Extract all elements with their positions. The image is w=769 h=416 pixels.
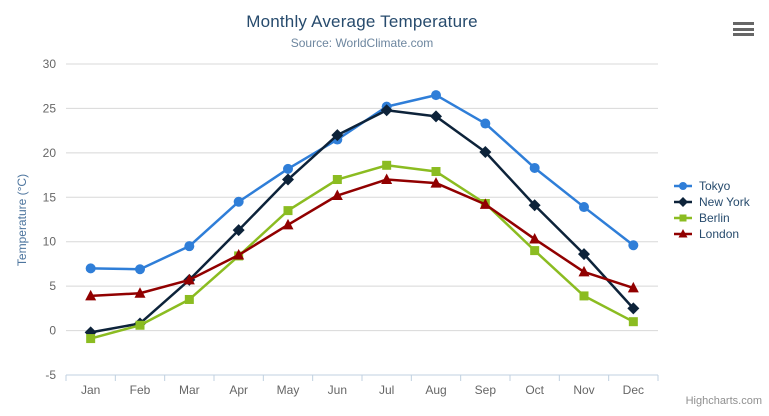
legend-item-new-york[interactable]: New York <box>674 194 750 210</box>
square-legend-marker-icon <box>674 214 692 222</box>
data-point-london-jul[interactable] <box>381 173 393 185</box>
data-point-new-york-jun[interactable] <box>331 129 344 142</box>
data-point-berlin-mar[interactable] <box>184 294 194 304</box>
data-point-berlin-may[interactable] <box>283 206 293 216</box>
x-tick-label-jul: Jul <box>379 383 394 397</box>
legend-label-tokyo: Tokyo <box>699 179 731 193</box>
y-tick-label: 5 <box>49 279 56 293</box>
data-point-london-dec[interactable] <box>627 281 639 293</box>
series-line-new-york <box>89 108 635 334</box>
circle-legend-marker-icon <box>674 182 692 190</box>
export-menu-button[interactable] <box>732 20 756 38</box>
data-point-london-feb[interactable] <box>134 287 146 298</box>
legend-marker <box>678 197 688 207</box>
legend-marker <box>679 214 687 222</box>
data-point-london-jun[interactable] <box>331 189 343 201</box>
data-point-tokyo-jan[interactable] <box>85 263 96 274</box>
data-point-tokyo-mar[interactable] <box>184 241 195 252</box>
legend-label-berlin: Berlin <box>699 211 730 225</box>
data-point-berlin-nov[interactable] <box>579 291 589 301</box>
data-point-london-may[interactable] <box>282 218 294 230</box>
data-point-london-nov[interactable] <box>578 265 590 277</box>
data-point-berlin-aug[interactable] <box>431 167 441 177</box>
data-point-london-jan[interactable] <box>85 289 97 301</box>
data-point-new-york-nov[interactable] <box>578 248 590 261</box>
legend: Tokyo New York Berlin London <box>674 178 750 242</box>
data-point-berlin-dec[interactable] <box>628 317 638 327</box>
x-tick-label-feb: Feb <box>130 383 151 397</box>
y-tick-label: 10 <box>43 235 57 249</box>
triangle-legend-marker-icon <box>674 229 692 238</box>
data-point-new-york-jul[interactable] <box>380 104 393 117</box>
data-point-tokyo-feb[interactable] <box>135 264 145 275</box>
x-tick-label-may: May <box>277 383 300 397</box>
y-axis-title: Temperature (°C) <box>15 173 29 267</box>
y-tick-label: -5 <box>45 368 56 382</box>
chart-title: Monthly Average Temperature <box>246 12 478 31</box>
x-tick-label-jan: Jan <box>81 383 100 397</box>
data-point-tokyo-nov[interactable] <box>579 202 589 213</box>
series-line-london <box>89 178 635 298</box>
data-point-london-oct[interactable] <box>529 233 541 244</box>
legend-item-berlin[interactable]: Berlin <box>674 210 750 226</box>
x-tick-label-aug: Aug <box>425 383 446 397</box>
data-point-berlin-feb[interactable] <box>135 320 145 330</box>
data-point-tokyo-dec[interactable] <box>628 240 639 251</box>
data-point-tokyo-sep[interactable] <box>480 118 491 129</box>
x-tick-label-mar: Mar <box>179 383 200 397</box>
diamond-legend-marker-icon <box>674 197 692 207</box>
y-tick-label: 20 <box>43 146 57 160</box>
data-point-london-mar[interactable] <box>183 273 195 285</box>
chart-subtitle: Source: WorldClimate.com <box>290 36 434 50</box>
data-point-berlin-jul[interactable] <box>382 160 392 170</box>
data-point-tokyo-aug[interactable] <box>431 90 441 101</box>
y-tick-label: 0 <box>49 324 56 338</box>
data-point-berlin-jan[interactable] <box>86 334 96 344</box>
series-line-berlin <box>89 164 635 340</box>
data-point-new-york-sep[interactable] <box>479 145 492 158</box>
legend-item-tokyo[interactable]: Tokyo <box>674 178 750 194</box>
hamburger-menu-icon <box>733 27 754 31</box>
data-point-new-york-apr[interactable] <box>232 224 245 237</box>
data-point-tokyo-oct[interactable] <box>529 162 540 173</box>
data-point-berlin-oct[interactable] <box>530 246 540 256</box>
y-tick-label: 15 <box>43 190 57 204</box>
x-tick-label-sep: Sep <box>475 383 497 397</box>
y-tick-label: 30 <box>43 57 57 71</box>
data-point-tokyo-may[interactable] <box>283 163 293 174</box>
data-point-london-apr[interactable] <box>233 249 245 260</box>
x-tick-label-jun: Jun <box>328 383 347 397</box>
x-tick-label-apr: Apr <box>229 383 248 397</box>
legend-label-new-york: New York <box>699 195 750 209</box>
legend-marker <box>678 229 688 238</box>
y-tick-label: 25 <box>43 101 57 115</box>
data-point-london-aug[interactable] <box>430 177 442 188</box>
x-tick-label-oct: Oct <box>525 383 544 397</box>
hamburger-menu-icon <box>733 33 754 36</box>
x-tick-label-dec: Dec <box>623 383 644 397</box>
credits-link[interactable]: Highcharts.com <box>685 395 762 407</box>
data-point-new-york-may[interactable] <box>282 173 294 186</box>
data-point-tokyo-apr[interactable] <box>233 196 244 207</box>
data-point-london-sep[interactable] <box>479 198 491 209</box>
legend-item-london[interactable]: London <box>674 226 750 242</box>
data-point-new-york-oct[interactable] <box>528 199 541 212</box>
legend-label-london: London <box>699 227 740 241</box>
x-tick-label-nov: Nov <box>573 383 594 397</box>
data-point-new-york-aug[interactable] <box>430 110 442 123</box>
hamburger-menu-icon <box>733 22 754 25</box>
legend-marker <box>679 182 687 190</box>
data-point-new-york-dec[interactable] <box>627 302 640 315</box>
data-point-berlin-jun[interactable] <box>332 175 342 185</box>
series-line-tokyo <box>89 93 635 271</box>
